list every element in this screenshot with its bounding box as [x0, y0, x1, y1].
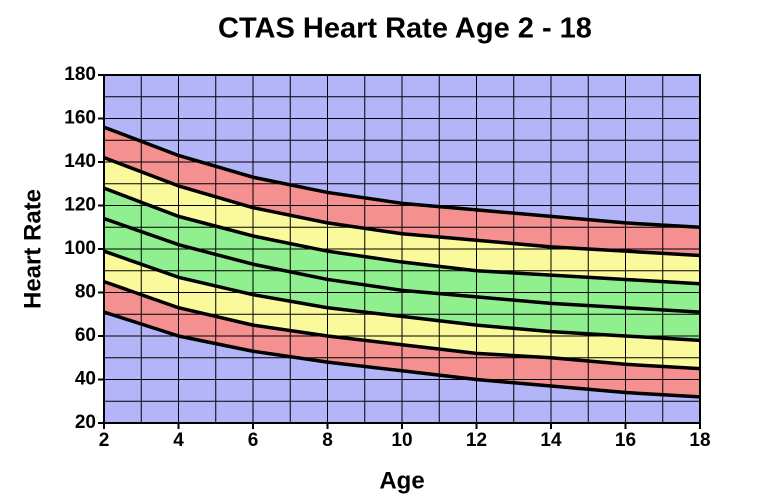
x-axis-label: Age [379, 467, 424, 494]
x-tick-label: 18 [689, 430, 710, 451]
x-tick-label: 10 [391, 430, 412, 451]
x-tick-label: 4 [173, 430, 184, 451]
x-tick-label: 12 [466, 430, 487, 451]
plot-border [103, 74, 701, 424]
line [103, 216, 701, 314]
line [103, 279, 701, 371]
y-tick-label: 160 [64, 108, 96, 129]
x-tick-label: 2 [99, 430, 110, 451]
y-tick-label: 100 [64, 238, 96, 259]
y-tick-label: 140 [64, 151, 96, 172]
y-tick-label: 60 [75, 325, 96, 346]
y-tick-label: 80 [75, 282, 96, 303]
x-tick-label: 6 [248, 430, 259, 451]
y-tick-label: 40 [75, 369, 96, 390]
x-tick-label: 14 [540, 430, 562, 451]
chart-title: CTAS Heart Rate Age 2 - 18 [218, 13, 592, 45]
y-tick-label: 180 [64, 64, 96, 85]
line [103, 156, 701, 258]
y-axis-label: Heart Rate [19, 189, 46, 309]
x-tick-label: 8 [322, 430, 333, 451]
y-tick-label: 120 [64, 195, 96, 216]
y-tick-label: 20 [75, 412, 96, 433]
line [103, 249, 701, 343]
line [103, 310, 701, 399]
line [103, 125, 701, 229]
line [103, 186, 701, 286]
x-tick-label: 16 [615, 430, 636, 451]
